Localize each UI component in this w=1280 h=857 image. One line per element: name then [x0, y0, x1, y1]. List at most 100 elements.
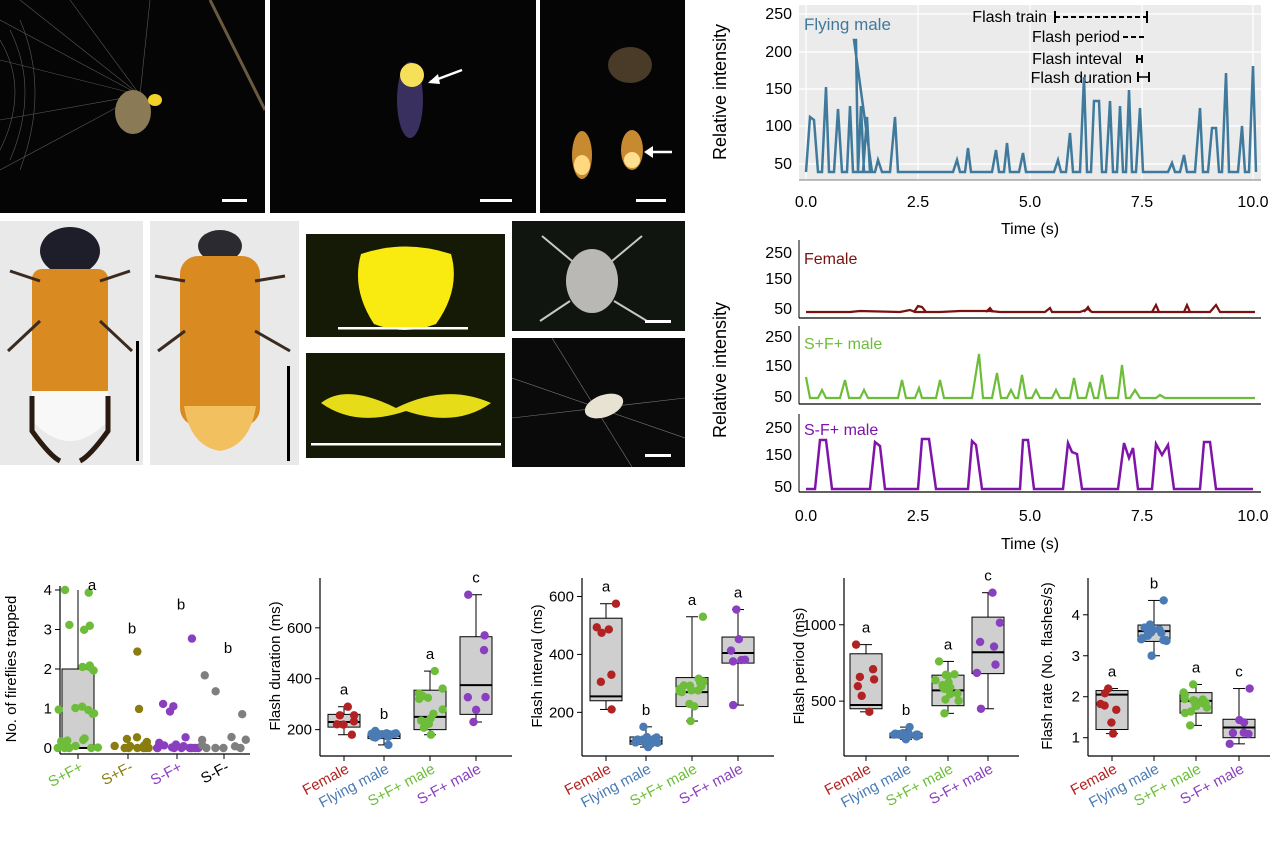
- data-point: [954, 696, 963, 705]
- data-point: [1161, 636, 1171, 645]
- data-point: [607, 705, 616, 714]
- data-point: [227, 732, 236, 742]
- data-point: [56, 737, 66, 746]
- data-point: [84, 588, 93, 597]
- data-point: [1100, 689, 1110, 698]
- significance-letter: c: [472, 570, 480, 587]
- data-point: [853, 681, 863, 691]
- data-point: [426, 714, 435, 723]
- data-point: [729, 700, 738, 710]
- data-point: [414, 694, 424, 704]
- y-axis-label: Flash period (ms): [791, 608, 808, 725]
- significance-letter: a: [426, 646, 435, 663]
- y-tick-label: 400: [549, 646, 574, 663]
- panelC-row-label: Female: [804, 251, 857, 268]
- data-point: [463, 693, 473, 702]
- significance-letter: a: [88, 577, 97, 594]
- data-point: [438, 684, 447, 693]
- y-axis-label: No. of fireflies trapped: [3, 596, 20, 743]
- data-point: [133, 743, 142, 753]
- data-point: [889, 730, 899, 739]
- data-point: [1185, 721, 1195, 730]
- data-point: [851, 640, 861, 649]
- significance-letter: b: [380, 706, 388, 723]
- panelC-ytick: 50: [774, 389, 792, 406]
- data-point: [480, 631, 489, 640]
- legend-flash-period: Flash period: [1032, 29, 1120, 46]
- y-tick-label: 2: [1072, 689, 1080, 706]
- data-point: [71, 703, 80, 713]
- data-point: [1235, 715, 1244, 725]
- panelB-ytick: 150: [765, 81, 792, 98]
- data-point: [430, 666, 439, 676]
- data-point: [941, 670, 951, 680]
- data-point: [349, 711, 359, 720]
- data-point: [89, 709, 99, 718]
- data-point: [438, 705, 447, 714]
- data-point: [343, 702, 353, 711]
- data-point: [855, 672, 865, 682]
- photo-lantern-side: [306, 353, 505, 458]
- data-point: [896, 730, 905, 740]
- data-point: [110, 741, 119, 751]
- panelB-xtick: 5.0: [1019, 194, 1041, 211]
- data-point: [642, 732, 652, 742]
- data-point: [64, 743, 74, 753]
- significance-letter: b: [224, 640, 232, 657]
- data-point: [79, 735, 88, 745]
- data-point: [211, 743, 220, 753]
- panelB-xtick: 2.5: [907, 194, 929, 211]
- data-point: [1228, 728, 1238, 738]
- data-point: [989, 642, 999, 651]
- significance-letter: a: [688, 592, 697, 609]
- data-point: [382, 729, 391, 738]
- data-point: [679, 681, 689, 690]
- significance-letter: c: [1235, 664, 1243, 681]
- data-point: [1143, 631, 1152, 640]
- data-point: [857, 691, 866, 701]
- data-point: [481, 692, 490, 702]
- data-point: [1137, 635, 1146, 644]
- data-point: [607, 670, 616, 679]
- significance-letter: b: [177, 597, 185, 614]
- panelC-xtick: 0.0: [795, 508, 817, 525]
- data-point: [93, 743, 103, 752]
- data-point: [85, 661, 94, 670]
- data-point: [633, 735, 642, 744]
- data-point: [211, 687, 220, 696]
- data-point: [335, 711, 345, 720]
- panelC-ytick: 150: [765, 271, 792, 288]
- photo-spider-two-fireflies: [540, 0, 685, 213]
- data-point: [78, 662, 87, 672]
- y-tick-label: 4: [44, 582, 52, 599]
- trace-row-sf-male: 250 150 50 S+F+ male: [765, 326, 1261, 406]
- data-point: [1100, 701, 1109, 710]
- y-tick-label: 400: [287, 671, 312, 688]
- panelB-ytick: 250: [765, 6, 792, 23]
- y-tick-label: 600: [287, 620, 312, 637]
- data-point: [1202, 703, 1212, 712]
- significance-letter: a: [1192, 659, 1201, 676]
- data-point: [604, 625, 613, 634]
- data-point: [995, 618, 1005, 627]
- y-tick-label: 600: [549, 588, 574, 605]
- data-point: [202, 743, 211, 753]
- y-tick-label: 1000: [803, 617, 836, 634]
- panelC-xtick: 2.5: [907, 508, 929, 525]
- data-point: [230, 742, 240, 751]
- data-point: [158, 699, 168, 709]
- data-point: [1189, 696, 1198, 705]
- data-point: [53, 743, 62, 753]
- data-point: [426, 730, 436, 739]
- y-axis-label: Flash duration (ms): [267, 601, 284, 730]
- x-category-label: S+F-: [99, 759, 136, 789]
- y-axis-label: Flash interval (ms): [529, 604, 546, 727]
- data-point: [940, 709, 949, 718]
- data-point: [1108, 729, 1118, 738]
- panelC-ytick: 250: [765, 245, 792, 262]
- significance-letter: b: [902, 702, 910, 719]
- data-point: [1225, 739, 1234, 749]
- x-category-label: S-F-: [198, 759, 232, 788]
